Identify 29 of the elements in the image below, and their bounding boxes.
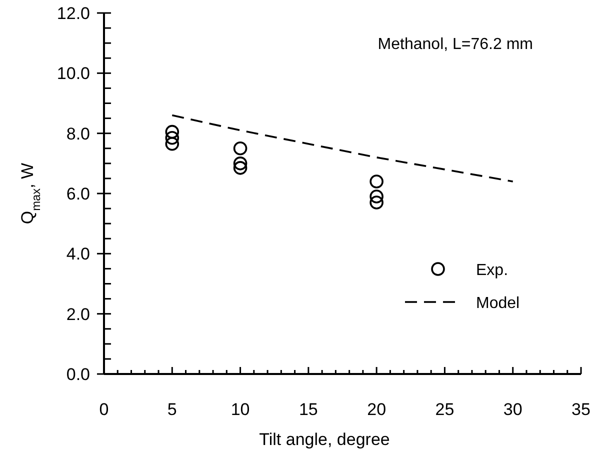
x-tick-label: 5 [167, 400, 177, 419]
point [233, 141, 248, 156]
legend-label: Exp. [476, 262, 508, 279]
y-tick-label: 10.0 [56, 64, 90, 84]
x-tick-label: 0 [99, 400, 109, 419]
y-tick-label: 4.0 [66, 244, 90, 264]
y-tick-label: 2.0 [66, 304, 90, 324]
point [165, 136, 180, 151]
point [370, 190, 384, 204]
x-tick-label: 10 [230, 400, 250, 419]
point [165, 130, 180, 145]
x-tick-label: 35 [572, 400, 590, 419]
y-tick-label: 8.0 [66, 124, 90, 144]
point [233, 156, 248, 170]
y-tick-label: 6.0 [66, 184, 90, 204]
x-tick-label: 15 [298, 400, 318, 419]
point [370, 196, 384, 210]
legend-label: Model [476, 295, 520, 312]
x-tick-label: 20 [367, 400, 386, 419]
x-axis-title: Tilt angle, degree [259, 430, 390, 449]
y-tick-label: 12.0 [56, 4, 90, 23]
y-tick-label: 0.0 [66, 365, 90, 384]
point [233, 161, 248, 175]
point [370, 174, 384, 188]
x-tick-label: 30 [503, 400, 522, 419]
line-series [171, 114, 514, 182]
point [165, 124, 180, 139]
x-tick-label: 25 [435, 400, 454, 419]
annotation: Methanol, L=76.2 mm [378, 36, 533, 53]
